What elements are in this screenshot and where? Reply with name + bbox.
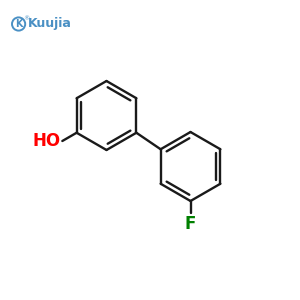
Text: HO: HO bbox=[33, 132, 61, 150]
Text: ®: ® bbox=[23, 16, 29, 21]
Text: K: K bbox=[15, 19, 22, 29]
Text: F: F bbox=[185, 215, 196, 233]
Text: Kuujia: Kuujia bbox=[28, 17, 71, 31]
